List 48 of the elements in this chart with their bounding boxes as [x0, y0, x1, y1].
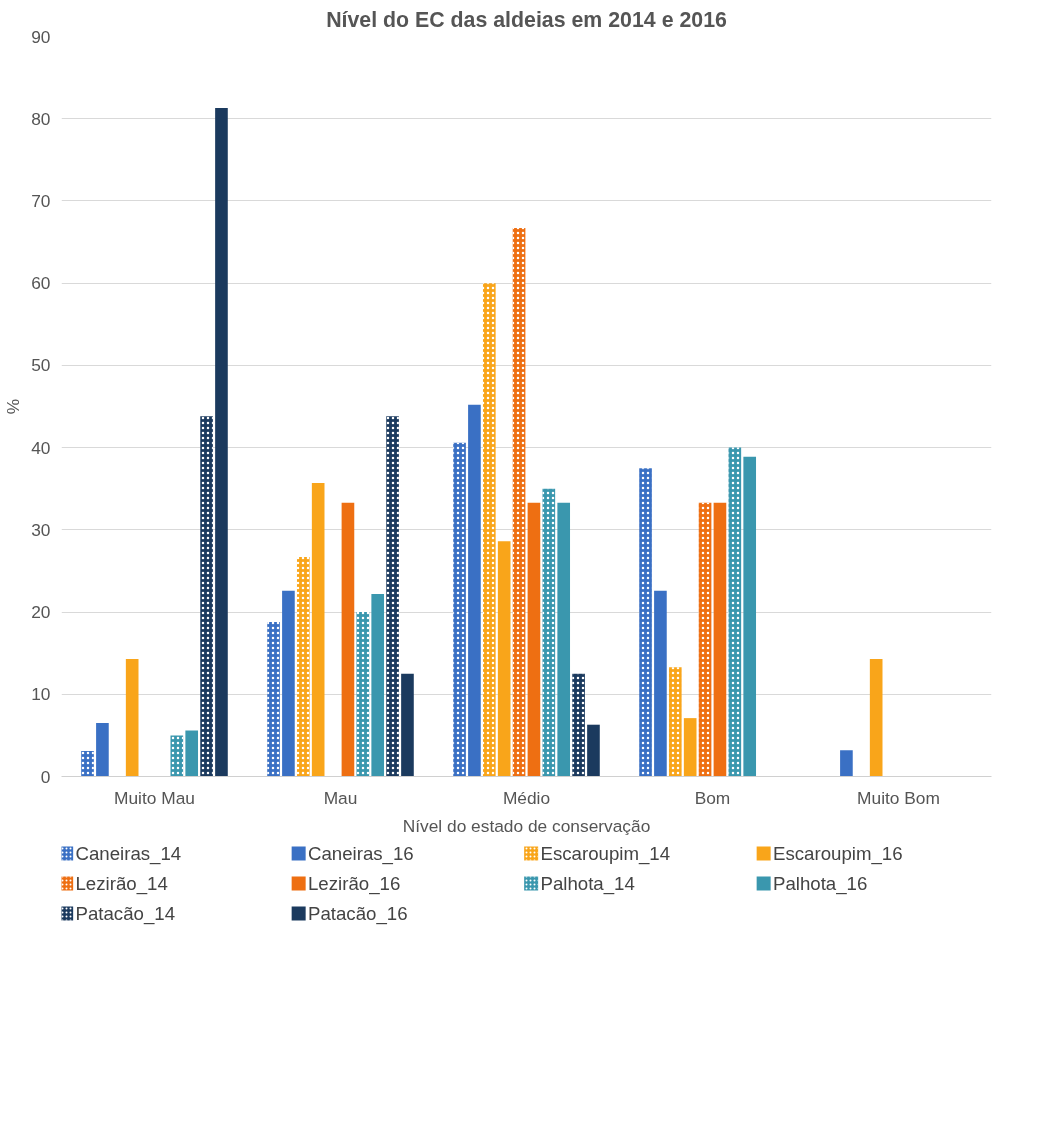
legend-label: Lezirão_16 — [307, 873, 401, 895]
legend-label: Caneiras_14 — [75, 843, 182, 865]
bar — [468, 404, 481, 777]
x-tick-label: Mau — [323, 787, 358, 808]
bar — [311, 482, 325, 777]
bar — [654, 590, 667, 777]
bar — [527, 502, 541, 777]
y-tick-label: 60 — [31, 273, 51, 294]
legend-label: Escaroupim_16 — [772, 843, 903, 865]
y-tick-label: 90 — [31, 26, 51, 47]
legend-label: Palhota_14 — [540, 873, 635, 895]
legend-label: Escaroupim_14 — [540, 843, 671, 865]
legend-label: Patacão_14 — [75, 903, 176, 925]
bar — [341, 502, 355, 777]
bar — [282, 590, 295, 777]
legend-label: Patacão_16 — [307, 903, 408, 925]
chart-title: Nível do EC das aldeias em 2014 e 2016 — [326, 7, 727, 32]
y-tick-label: 70 — [31, 190, 51, 211]
bar — [96, 723, 109, 777]
bar — [869, 658, 883, 777]
bar — [185, 730, 199, 777]
legend-label: Palhota_16 — [772, 873, 868, 895]
bar — [215, 108, 228, 777]
x-axis-title: Nível do estado de conservação — [402, 815, 651, 836]
x-tick-label: Bom — [694, 787, 731, 808]
bar — [587, 724, 600, 777]
y-tick-label: 20 — [31, 602, 51, 623]
y-axis-title: % — [3, 398, 24, 415]
bar — [371, 593, 385, 777]
legend-label: Lezirão_14 — [75, 873, 168, 895]
bar — [743, 456, 757, 777]
y-tick-label: 30 — [31, 519, 51, 540]
legend-label: Caneiras_16 — [307, 843, 414, 865]
bar — [840, 750, 853, 777]
x-tick-label: Médio — [502, 787, 551, 808]
bar — [557, 502, 571, 777]
bar — [401, 673, 414, 777]
bar — [713, 502, 727, 777]
bar — [497, 541, 511, 777]
x-tick-label: Muito Mau — [114, 787, 195, 808]
x-tick-label: Muito Bom — [857, 787, 940, 808]
y-tick-label: 10 — [31, 684, 51, 705]
y-tick-label: 40 — [31, 437, 51, 458]
y-tick-label: 0 — [40, 766, 51, 787]
bar — [125, 658, 139, 777]
y-tick-label: 80 — [31, 108, 51, 129]
bar — [683, 718, 697, 777]
y-tick-label: 50 — [31, 355, 51, 376]
